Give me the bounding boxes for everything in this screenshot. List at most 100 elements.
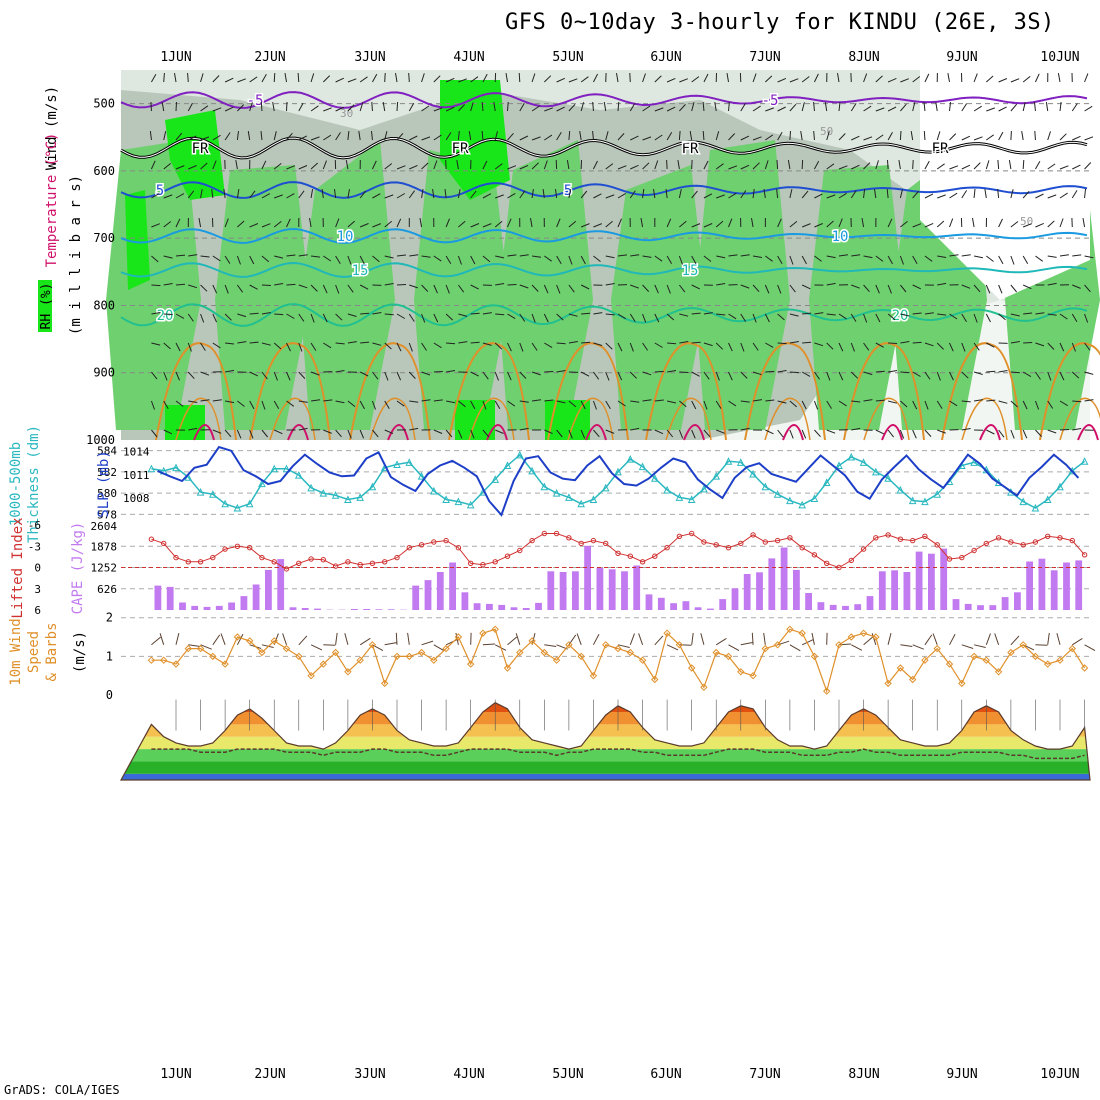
wind-barb [593, 429, 600, 438]
isotherm-5 [120, 181, 1088, 199]
lifted-index-point [676, 533, 683, 539]
lifted-index-point [357, 562, 363, 568]
wind-barb [936, 163, 945, 170]
wind-barb [347, 220, 356, 228]
isotherm-warm [547, 342, 629, 441]
wind-barb [973, 313, 978, 323]
wind-barb-10m [863, 636, 874, 646]
wind-barb [728, 218, 733, 228]
wind-barb [384, 283, 394, 286]
wind-barb-10m [932, 633, 938, 645]
wind-barb [1010, 189, 1014, 199]
wind-barb [850, 313, 857, 322]
wind-barb [556, 429, 563, 438]
wind-barb [1022, 76, 1031, 83]
cape-bar [228, 602, 235, 610]
wind-barb [679, 371, 689, 373]
wind-barb [924, 342, 934, 347]
wind-speed-point [503, 664, 512, 672]
wind-barb [408, 371, 416, 379]
wind-barb [800, 131, 803, 141]
wind-axis-label2: Speed [26, 631, 42, 673]
wind-barb [851, 427, 861, 431]
wind-barb [715, 220, 724, 228]
wind-barb [347, 255, 352, 265]
wind-barb [322, 284, 328, 294]
lifted-index-point [701, 539, 707, 545]
wind-barb-10m [838, 643, 852, 646]
wind-barb [249, 255, 255, 265]
wind-barb [630, 135, 639, 141]
wind-barb [151, 284, 161, 287]
wind-barb [777, 429, 784, 438]
wind-barb-10m [1056, 633, 1061, 645]
wind-barb [912, 190, 919, 199]
lifted-index-point [848, 557, 854, 564]
wind-barb [875, 255, 884, 262]
wind-barb [421, 136, 431, 141]
footer-credit: GrADS: COLA/IGES [4, 1083, 120, 1097]
thickness-point [393, 460, 401, 468]
wind-barb [702, 101, 705, 112]
wind-barb [457, 189, 461, 199]
wind-barb [691, 371, 700, 377]
isotherm-warm [448, 342, 530, 441]
wind-barb [592, 400, 597, 410]
wind-barb [764, 284, 770, 294]
cape-bar [179, 602, 186, 610]
lifted-index-point [603, 540, 609, 547]
thickness-point [773, 490, 782, 498]
wind-barb [764, 75, 773, 83]
wind-barb [1084, 188, 1086, 199]
cape-tick-label: 1878 [91, 540, 118, 553]
wind-barb [433, 371, 443, 373]
wind-barb [1047, 371, 1052, 381]
wind-barb [703, 342, 713, 347]
wind-barb [358, 131, 361, 141]
wind-speed-point [724, 652, 733, 661]
wind-barb [1084, 313, 1089, 323]
wind-speed-point [687, 664, 696, 672]
wind-barb [997, 159, 1000, 170]
date-label-top: 5JUN [552, 50, 583, 65]
wind-barb-10m [715, 637, 727, 646]
wind-barb [470, 312, 480, 315]
wind-barb [986, 342, 995, 348]
wind-barb [445, 77, 455, 83]
thickness-point [515, 450, 524, 459]
wind-barb [175, 193, 185, 199]
wind-barb [765, 370, 775, 373]
wind-barb [787, 160, 791, 170]
wind-barb-10m [887, 632, 892, 645]
wind-barb [1084, 162, 1092, 170]
wind-barb [984, 189, 987, 199]
wind-barb [470, 400, 476, 410]
wind-barb [605, 313, 615, 316]
wind-barb-10m [1010, 635, 1020, 646]
wind-barb [1010, 313, 1020, 317]
wind-barb [568, 255, 573, 265]
wind-barb [875, 342, 884, 348]
wind-barb [1022, 190, 1030, 199]
isotherm-freezing-inner [120, 137, 1088, 159]
cape-bar [842, 605, 849, 610]
wind-barb [1035, 371, 1041, 380]
wind-barb [396, 400, 405, 407]
thickness-point [1043, 495, 1052, 503]
lifted-index-point [271, 559, 277, 565]
wind-barb [151, 223, 160, 228]
thickness-point [761, 482, 770, 491]
wind-speed-point [491, 625, 499, 634]
wind-barb [617, 400, 626, 407]
lifted-index-point [504, 553, 511, 559]
wind-barb [163, 72, 165, 83]
wind-barb [1035, 342, 1045, 347]
wind-barb [372, 73, 378, 83]
wind-barb [247, 131, 251, 141]
wind-barb [507, 342, 512, 352]
wind-barb [236, 284, 244, 293]
wind-barb [924, 193, 934, 199]
wind-barb [715, 342, 724, 350]
wind-barb [777, 400, 787, 404]
lifted-index-point [296, 560, 302, 566]
